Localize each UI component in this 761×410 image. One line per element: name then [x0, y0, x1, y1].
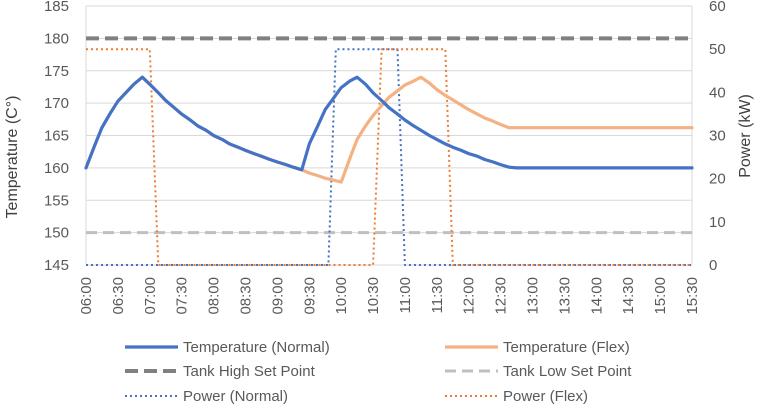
x-tick-label: 06:30	[110, 277, 127, 315]
y-tick-label: 165	[44, 128, 69, 145]
gridlines	[85, 5, 693, 266]
y2-tick-label: 40	[709, 84, 726, 101]
x-tick-label: 12:00	[461, 277, 478, 315]
x-tick-label: 13:00	[525, 277, 542, 315]
y2-tick-label: 50	[709, 41, 726, 58]
x-tick-label: 15:30	[684, 277, 701, 315]
x-tick-label: 09:00	[269, 277, 286, 315]
legend-label: Tank High Set Point	[183, 363, 316, 380]
y2-tick-label: 60	[709, 0, 726, 15]
legend-label: Power (Normal)	[183, 388, 288, 405]
y-tick-label: 145	[44, 257, 69, 274]
x-tick-label: 07:30	[174, 277, 191, 315]
y2-axis-title: Power (kW)	[737, 94, 754, 178]
y-tick-label: 170	[44, 95, 69, 112]
x-tick-label: 07:00	[142, 277, 159, 315]
x-tick-label: 08:30	[237, 277, 254, 315]
x-tick-label: 09:30	[301, 277, 318, 315]
x-axis: 06:00 06:30 07:00 07:30 08:00 08:30 09:00 09:30…	[78, 277, 701, 315]
legend: Temperature (Normal) Temperature (Flex) Ta…	[125, 339, 632, 405]
y-tick-label: 175	[44, 63, 69, 80]
x-tick-label: 10:00	[333, 277, 350, 315]
y-axis-title: Temperature (C°)	[4, 96, 21, 219]
legend-label: Temperature (Normal)	[183, 339, 330, 356]
y2-tick-label: 30	[709, 128, 726, 145]
y2-tick-label: 0	[709, 257, 717, 274]
y-tick-label: 155	[44, 192, 69, 209]
legend-label: Tank Low Set Point	[503, 363, 632, 380]
legend-label: Temperature (Flex)	[503, 339, 630, 356]
x-tick-label: 14:00	[588, 277, 605, 315]
y-tick-label: 150	[44, 225, 69, 242]
x-tick-label: 11:00	[397, 277, 414, 313]
plot-area	[84, 36, 694, 266]
x-tick-label: 15:00	[652, 277, 669, 315]
series-power-normal	[86, 48, 692, 266]
x-tick-label: 08:00	[206, 277, 223, 315]
x-tick-label: 13:30	[556, 277, 573, 315]
legend-label: Power (Flex)	[503, 388, 588, 405]
y-axis-right: 0 10 20 30 40 50 60	[709, 0, 726, 274]
x-tick-label: 14:30	[620, 277, 637, 315]
x-tick-label: 10:30	[365, 277, 382, 315]
y-tick-label: 160	[44, 160, 69, 177]
y-tick-label: 180	[44, 30, 69, 47]
series-temperature-normal	[84, 75, 694, 172]
y2-tick-label: 20	[709, 171, 726, 188]
x-tick-label: 11:30	[429, 277, 446, 313]
y-tick-label: 185	[44, 0, 69, 15]
x-tick-label: 12:30	[493, 277, 510, 315]
x-tick-label: 06:00	[78, 277, 95, 315]
y-axis-left: 145 150 155 160 165 170 175 180 185	[44, 0, 69, 274]
y2-tick-label: 10	[709, 214, 726, 231]
